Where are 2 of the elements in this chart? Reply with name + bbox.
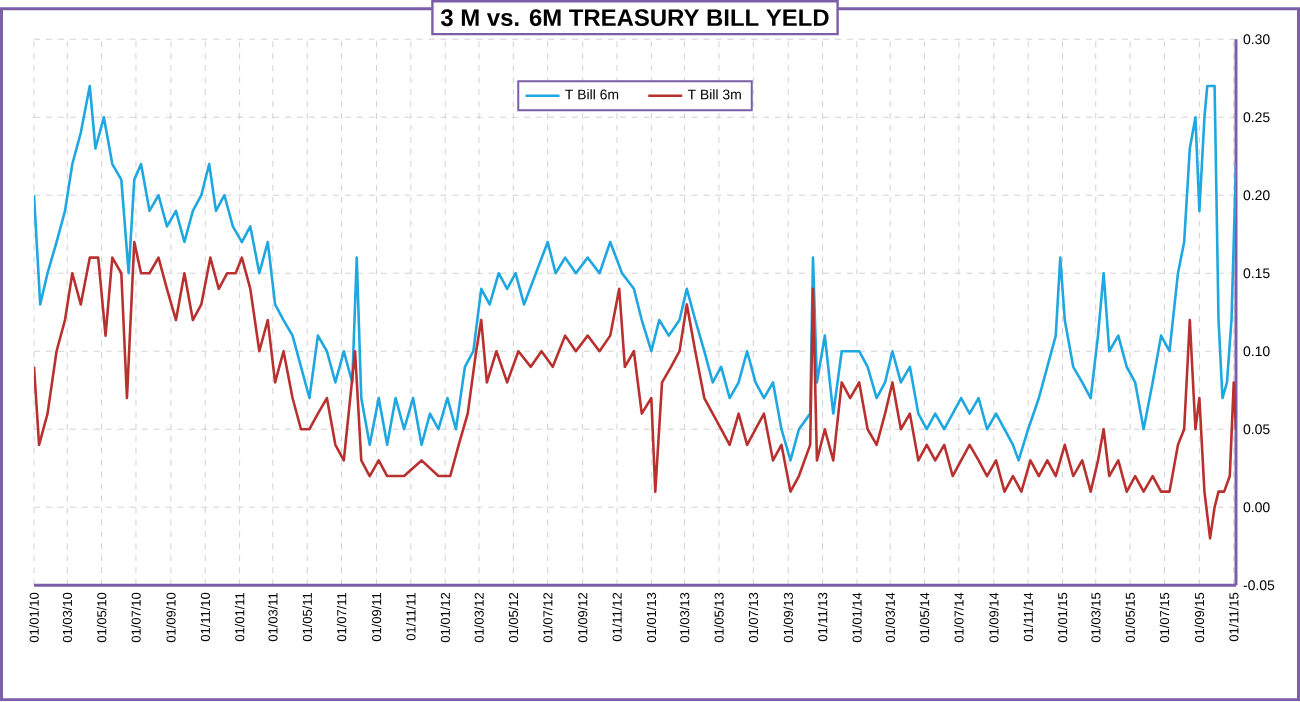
line-series — [34, 241, 1236, 541]
chart-title: 3 M vs. 6M TREASURY BILL YELD — [440, 9, 829, 27]
